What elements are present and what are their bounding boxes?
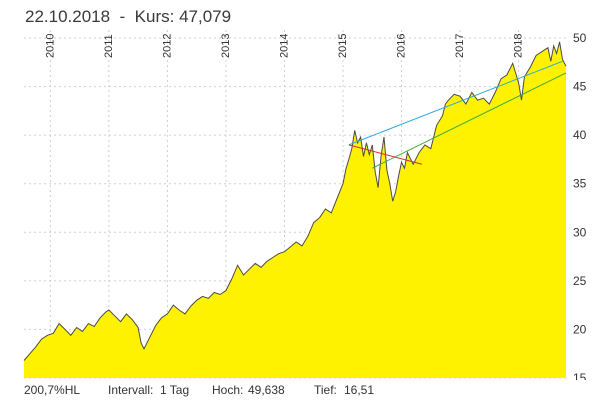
kurs-label: Kurs: (134, 7, 175, 26)
y-tick-label: 25 (573, 274, 587, 288)
y-tick-label: 30 (573, 225, 587, 239)
interval-label: Intervall: (108, 383, 154, 397)
price-line (23, 41, 567, 361)
trend-line-red (348, 144, 423, 165)
high-label: Hoch: (212, 383, 244, 397)
price-area (24, 41, 566, 379)
quote-header: 22.10.2018 - Kurs: 47,079 (25, 7, 231, 27)
chart-footer: 200,7%HL Intervall: 1 Tag Hoch: 49,638 T… (0, 380, 594, 402)
y-tick-label: 50 (573, 31, 587, 45)
y-tick-label: 40 (573, 128, 587, 142)
trend-lines (348, 60, 567, 169)
x-tick-label: 2013 (220, 34, 232, 58)
x-tick-label: 2012 (161, 34, 173, 58)
x-tick-label: 2018 (513, 34, 525, 58)
kurs-value: 47,079 (179, 7, 232, 26)
x-tick-label: 2015 (337, 34, 349, 58)
x-axis-ticks: 2010 2011 2012 2013 2014 2015 2016 2017 2018 (44, 34, 524, 58)
low-value: 16,51 (344, 383, 375, 397)
x-tick-label: 2017 (454, 34, 466, 58)
x-tick-label: 2010 (44, 34, 56, 58)
scale-value: 200,7%HL (24, 383, 81, 397)
trend-line-blue (348, 60, 563, 146)
y-tick-label: 35 (573, 177, 587, 191)
x-tick-label: 2014 (278, 34, 290, 58)
header-separator: - (119, 7, 126, 26)
quote-date: 22.10.2018 (25, 7, 111, 26)
x-tick-label: 2011 (103, 34, 115, 58)
y-tick-label: 45 (573, 80, 587, 94)
trend-line-green (372, 72, 567, 169)
interval-value: 1 Tag (160, 383, 190, 397)
high-value: 49,638 (248, 383, 285, 397)
x-tick-label: 2016 (396, 34, 408, 58)
y-tick-label: 15 (573, 371, 587, 380)
price-chart[interactable]: 2010 2011 2012 2013 2014 2015 2016 2017 2018 15 2… (0, 0, 594, 380)
low-label: Tief: (314, 383, 337, 397)
y-tick-label: 20 (573, 322, 587, 336)
chart-header: 22.10.2018 - Kurs: 47,079 (0, 0, 594, 34)
y-axis-ticks: 15 20 25 30 35 40 45 50 (573, 31, 587, 380)
